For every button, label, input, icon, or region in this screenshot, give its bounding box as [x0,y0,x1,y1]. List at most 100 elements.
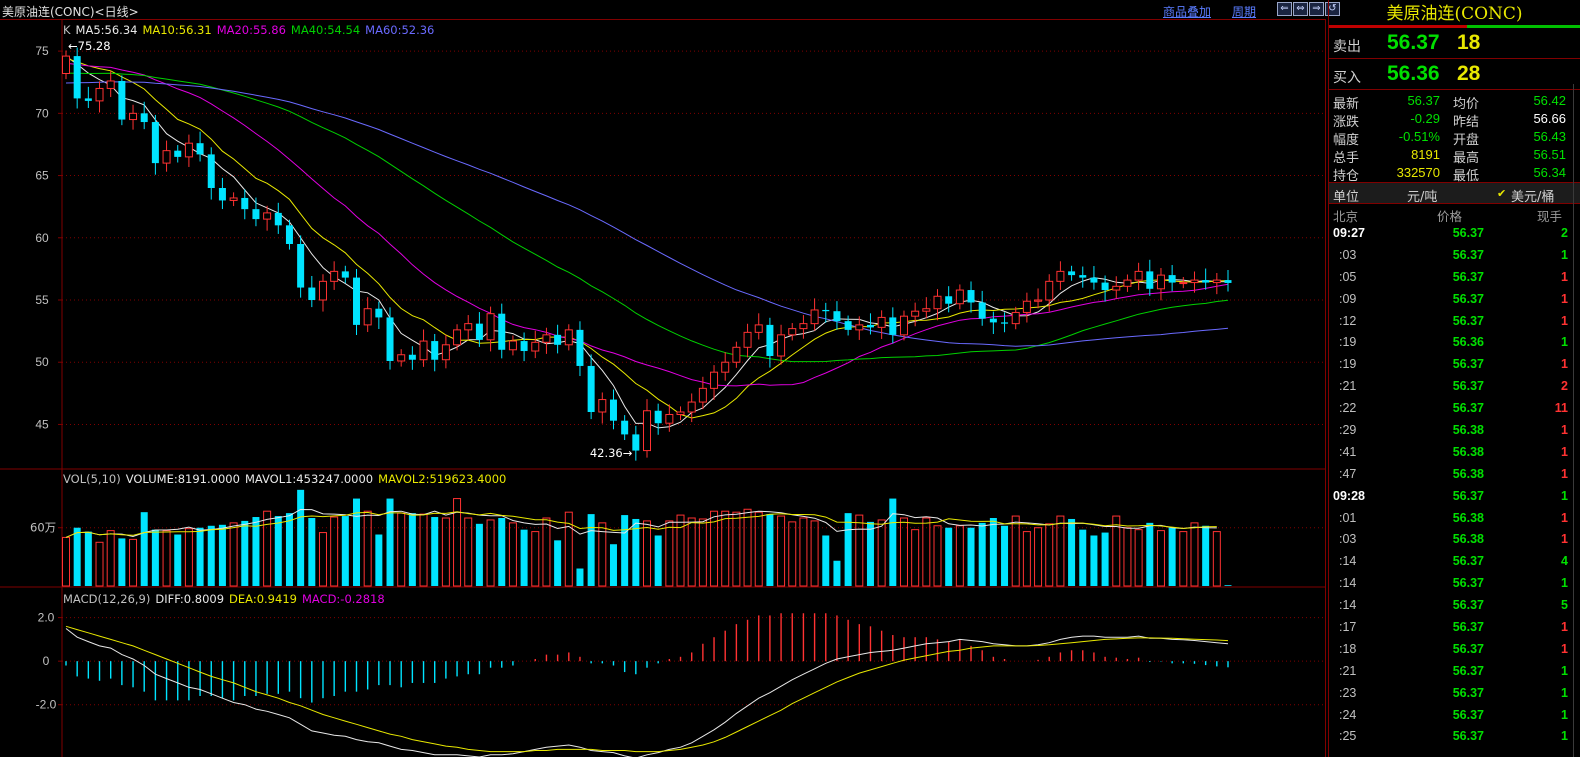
unit-label: 单位 [1333,190,1360,205]
price-tick-label: 45 [35,417,49,431]
volume-bars [62,489,1232,587]
volume-bar-down [308,518,316,586]
volume-bar-up [799,517,808,587]
tick-scrollbar[interactable] [1567,84,1580,757]
stat-label: 幅度 [1333,133,1360,148]
candle-body-up [899,315,908,336]
period-link[interactable]: 周期 [1232,5,1257,19]
volume-bar-down [140,512,148,586]
candle-body-down [241,197,249,210]
unit-yuan-ton[interactable]: 元/吨 [1407,190,1438,205]
tick-volume: 1 [1561,423,1568,438]
tick-row: 09:28 56.37 1 [1329,485,1580,507]
candle-body-up [95,87,104,102]
volume-bar-down [353,498,360,586]
tick-row: :18 56.37 1 [1329,638,1580,660]
scroll-right-button[interactable]: ⇒ [1309,2,1324,16]
volume-bar-down [621,515,629,586]
candle-body-up [754,324,763,333]
candlesticks [62,47,1232,461]
candle-body-down [140,113,148,123]
volume-bar-up [229,522,238,587]
candle-body-down [1224,280,1232,283]
tick-volume: 1 [1561,444,1568,459]
tick-row: :14 56.37 1 [1329,572,1580,594]
volume-bar-down [274,516,282,586]
candle-body-up [441,344,450,361]
volume-bar-up [464,517,473,587]
zoom-button[interactable]: ⇔ [1293,2,1308,16]
macd-tick-label: 2.0 [38,611,55,625]
tick-volume: 1 [1561,685,1568,700]
tick-time: :12 [1339,313,1357,328]
candle-body-down [118,80,126,120]
candle-body-up [419,340,428,361]
tick-row: :21 56.37 2 [1329,375,1580,397]
candle-body-down [1068,271,1076,276]
candle-body-up [710,371,719,389]
buy-price: 56.36 [1387,62,1440,85]
tick-price: 56.37 [1452,729,1484,744]
price-tick-label: 75 [35,44,49,58]
volume-bar-down [475,523,483,586]
candle-body-down [308,287,316,300]
candle-body-up [1045,280,1054,301]
volume-bar-down [1224,585,1232,586]
tick-list[interactable]: 09:27 56.37 2:03 56.37 1:05 56.37 1:09 56.37 1:1… [1329,222,1580,747]
price-grid [62,50,1326,425]
tick-row: :25 56.37 1 [1329,725,1580,747]
candle-body-up [687,401,696,413]
scroll-left-button[interactable]: ⇐ [1277,2,1292,16]
volume-legend-item: VOL(5,10) [63,472,121,486]
volume-bar-down [1079,529,1087,586]
price-tick-label: 70 [35,106,49,120]
tick-price: 56.37 [1452,357,1484,372]
tick-volume: 1 [1561,269,1568,284]
candle-body-up [162,150,171,164]
buy-row: 买入 56.36 28 [1329,59,1580,90]
unit-usd-barrel[interactable]: 美元/桶 [1511,190,1555,205]
tick-volume: 1 [1561,707,1568,722]
price-legend-item: MA40:54.54 [291,23,360,37]
tick-time: :41 [1339,444,1357,459]
tick-price: 56.37 [1452,291,1484,306]
tick-volume: 1 [1561,313,1568,328]
volume-bar-down [554,540,562,586]
stat-label: 最新 [1333,97,1360,112]
tick-volume: 1 [1561,532,1568,547]
stat-label: 均价 [1453,97,1480,112]
candle-body-down [1146,271,1154,289]
candle-body-down [375,308,383,318]
kline-chart[interactable]: 75 70 65 60 55 50 45 ←75.28 42.36→ K MA5:56.34 M… [0,20,1326,757]
tick-row: :23 56.37 1 [1329,682,1580,704]
macd-legend-item: MACD(12,26,9) [63,592,150,606]
volume-bar-up [899,517,908,587]
volume-bar-down [866,521,874,586]
tick-row: :12 56.37 1 [1329,310,1580,332]
volume-ma-lines [65,508,1217,538]
volume-bar-down [1001,525,1009,586]
macd-legend-item: MACD:-0.2818 [302,592,385,606]
candle-body-up [464,323,473,331]
tick-row: :21 56.37 1 [1329,660,1580,682]
overlay-commodity-link[interactable]: 商品叠加 [1163,5,1212,19]
check-icon[interactable]: ✔ [1497,187,1507,200]
volume-bar-down [498,518,506,586]
candle-body-down [1079,275,1087,278]
volume-bar-down [118,538,126,586]
candle-body-up [184,142,193,158]
tick-row: :29 56.38 1 [1329,419,1580,441]
ma20-line [65,62,1229,387]
price-legend-item: K [63,23,71,37]
price-legend-item: MA10:56.31 [142,23,211,37]
volume-legend: VOL(5,10) VOLUME:8191.0000 MAVOL1:453247.0… [63,472,506,486]
candle-body-up [1112,285,1121,291]
candle-body-up [508,340,517,351]
stats-row: 幅度 -0.51% 开盘 56.43 [1329,128,1580,148]
tick-time: :21 [1339,663,1357,678]
volume-bar-up [922,517,931,587]
volume-bar-up [330,516,339,587]
candle-body-down [1090,277,1098,283]
stat-label: 昨结 [1453,115,1480,130]
tick-time: :18 [1339,641,1357,656]
